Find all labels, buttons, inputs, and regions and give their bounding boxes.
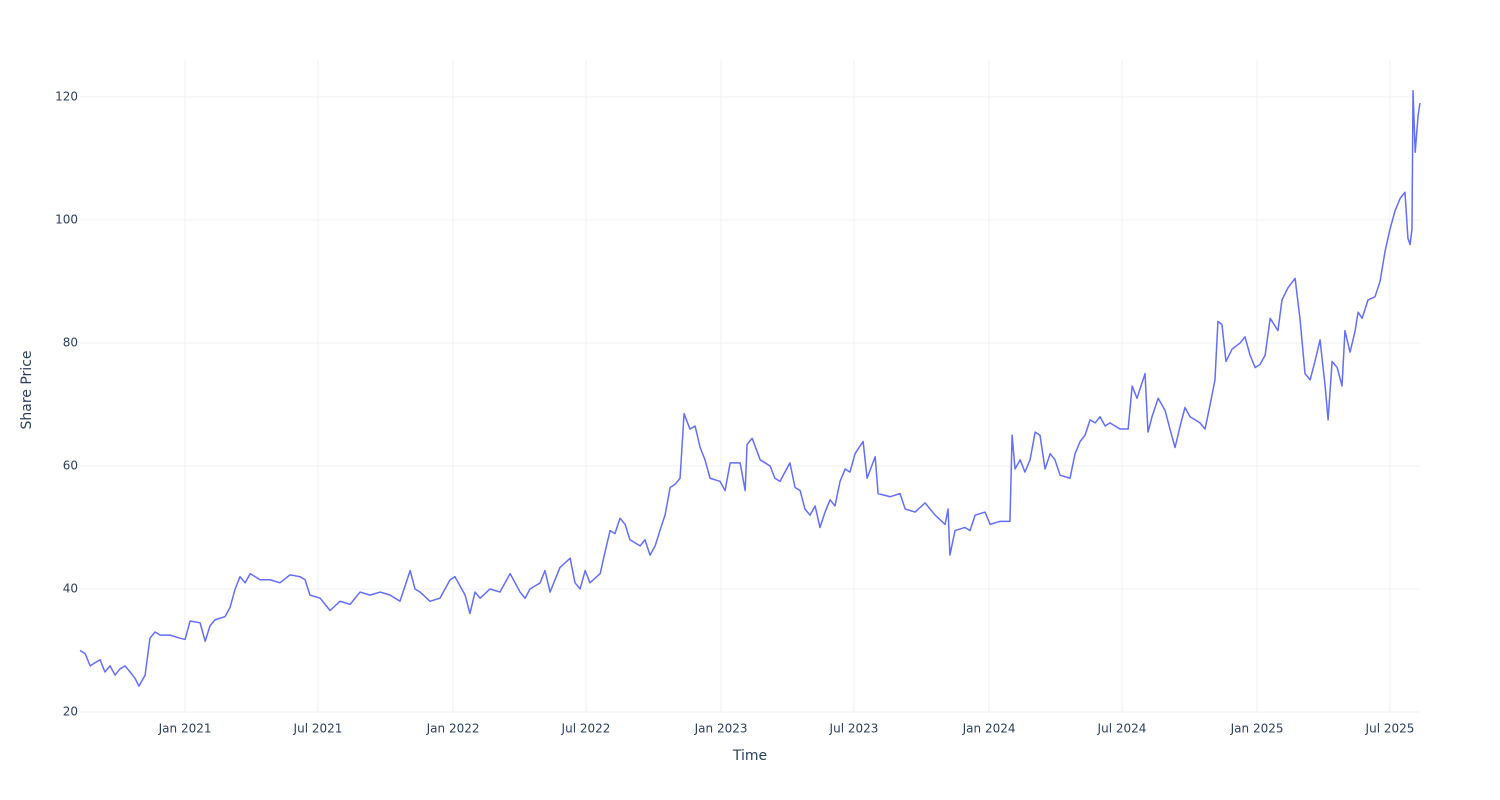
x-tick-label: Jan 2025 <box>1230 722 1284 736</box>
x-tick-label: Jul 2022 <box>561 722 611 736</box>
x-tick-label: Jan 2024 <box>962 722 1016 736</box>
y-tick-label: 100 <box>55 212 78 226</box>
x-tick-label: Jul 2021 <box>293 722 343 736</box>
x-tick-label: Jul 2024 <box>1097 722 1147 736</box>
y-tick-label: 80 <box>63 335 78 349</box>
x-tick-label: Jan 2021 <box>158 722 212 736</box>
x-tick-label: Jan 2022 <box>426 722 480 736</box>
y-tick-label: 120 <box>55 89 78 103</box>
y-tick-label: 20 <box>63 705 78 719</box>
y-tick-label: 60 <box>63 458 78 472</box>
y-tick-label: 40 <box>63 581 78 595</box>
price-line <box>79 90 1421 687</box>
x-tick-label: Jan 2023 <box>694 722 748 736</box>
x-tick-label: Jul 2025 <box>1365 722 1415 736</box>
x-tick-label: Jul 2023 <box>829 722 879 736</box>
y-axis-title: Share Price <box>19 350 35 429</box>
x-axis-title: Time <box>732 748 767 764</box>
